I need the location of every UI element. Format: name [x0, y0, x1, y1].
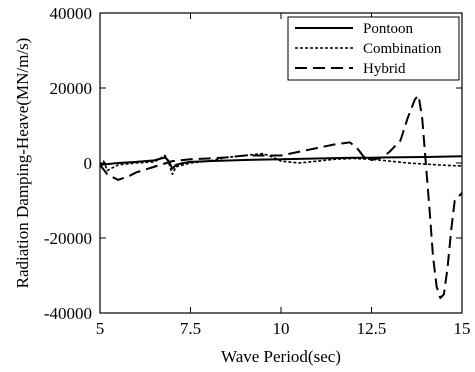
y-tick-label: 40000 [50, 4, 93, 23]
legend-label-hybrid: Hybrid [363, 61, 406, 77]
y-tick-label: 0 [84, 154, 93, 173]
y-tick-label: 20000 [50, 79, 93, 98]
series-group [99, 94, 463, 299]
y-tick-label: -40000 [44, 304, 92, 323]
x-tick-label: 7.5 [180, 319, 201, 338]
x-tick-label: 15 [454, 319, 471, 338]
x-tick-label: 12.5 [357, 319, 387, 338]
x-axis-title: Wave Period(sec) [221, 347, 341, 366]
legend: Pontoon Combination Hybrid [287, 16, 460, 81]
legend-label-combination: Combination [363, 41, 442, 57]
axis-ticks: 5 7.5 10 12.5 15 -40000 -20000 0 20000 40000 [44, 4, 471, 338]
series-line-pontoon [99, 155, 463, 170]
x-tick-label: 10 [273, 319, 290, 338]
series-line-hybrid [99, 94, 463, 299]
y-tick-label: -20000 [44, 229, 92, 248]
legend-label-pontoon: Pontoon [363, 21, 414, 37]
y-axis-title: Radiation Damping-Heave(MN/m/s) [13, 38, 32, 289]
x-tick-label: 5 [96, 319, 105, 338]
